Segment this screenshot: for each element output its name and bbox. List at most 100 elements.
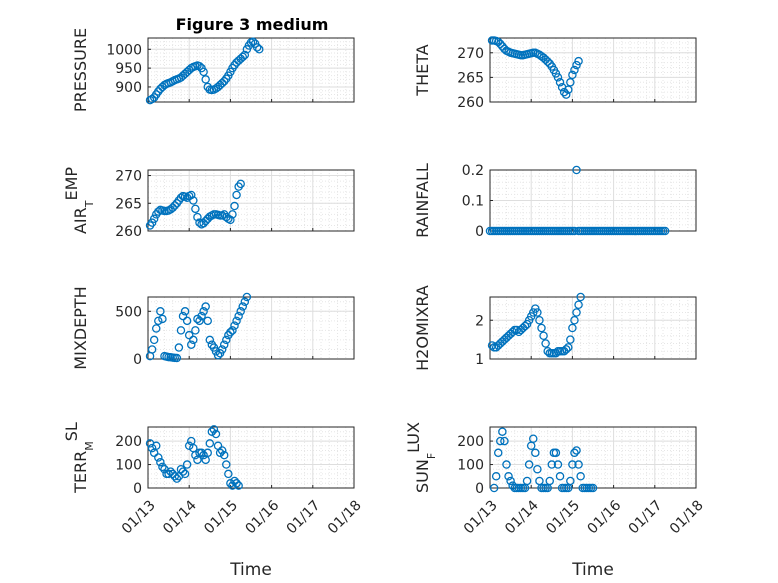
data-point (178, 311, 188, 321)
y-axis-label: PRESSURE (71, 28, 90, 112)
data-point (572, 165, 581, 175)
data-point (230, 201, 239, 211)
data-point (199, 307, 208, 316)
data-point (154, 316, 163, 326)
data-point (508, 327, 517, 337)
data-point (174, 343, 184, 352)
data-point (564, 85, 573, 94)
data-point (539, 331, 548, 340)
data-point (506, 476, 515, 486)
data-point (187, 340, 196, 349)
y-tick-label: 1000 (106, 42, 142, 58)
axes-box (147, 37, 355, 103)
data-point (553, 460, 563, 469)
data-point (182, 316, 192, 326)
data-point (199, 450, 208, 460)
axes-frame (147, 426, 355, 489)
data-point (242, 292, 252, 302)
data-point (504, 472, 513, 481)
y-tick-label: 265 (115, 196, 142, 212)
y-tick-label: 270 (457, 46, 484, 62)
data-point (551, 448, 561, 458)
data-point (568, 70, 577, 80)
data-point (213, 350, 223, 360)
data-point (158, 314, 167, 324)
data-markers (145, 179, 245, 230)
data-point (660, 226, 670, 236)
x-axis-label: Time (571, 560, 614, 580)
data-point (232, 316, 241, 326)
data-point (566, 476, 575, 486)
y-axis-label: MIXDEPTH (71, 286, 90, 369)
data-point (248, 37, 258, 47)
data-point (493, 448, 503, 458)
data-point (170, 201, 180, 210)
data-point (531, 448, 540, 458)
data-point (180, 307, 190, 316)
data-point (184, 330, 194, 340)
data-point (170, 472, 180, 481)
y-axis-label: THETA (413, 44, 432, 96)
data-point (496, 436, 505, 446)
data-point (191, 326, 200, 335)
data-point (205, 439, 215, 448)
data-point (236, 307, 245, 316)
data-point (491, 472, 501, 481)
data-point (234, 481, 243, 490)
data-point (566, 335, 575, 344)
data-point (561, 345, 571, 354)
data-point (487, 341, 497, 350)
data-point (588, 483, 598, 493)
data-point (236, 179, 245, 189)
data-point (545, 476, 554, 486)
data-point (219, 450, 229, 460)
data-point (209, 425, 219, 434)
subplot-rainfall: 0 0.1 0.2 RAINFALL (413, 163, 697, 240)
data-point (254, 45, 264, 54)
data-point (524, 460, 534, 469)
data-point (230, 321, 239, 330)
data-point (502, 460, 511, 469)
y-tick-label: 2 (475, 313, 484, 329)
y-tick-label: 0.2 (462, 163, 484, 179)
data-point (553, 73, 563, 82)
data-point (238, 302, 248, 311)
axes-frame (147, 169, 355, 232)
data-markers (485, 165, 670, 236)
data-point (147, 345, 157, 354)
data-point (224, 469, 233, 479)
data-point (228, 326, 237, 335)
data-point (529, 434, 538, 443)
data-point (232, 479, 241, 488)
axes-frame (147, 37, 355, 103)
data-point (238, 52, 248, 62)
data-point (570, 448, 579, 458)
data-point (222, 460, 231, 469)
data-point (240, 50, 250, 60)
data-point (489, 483, 499, 493)
y-tick-label: 1 (475, 352, 484, 368)
y-tick-label: 265 (457, 70, 484, 86)
minor-grid (148, 297, 354, 360)
data-point (201, 302, 210, 311)
data-point (195, 316, 204, 326)
data-point (172, 474, 182, 483)
data-point (572, 446, 581, 455)
y-tick-label: 260 (115, 224, 142, 240)
data-point (176, 464, 186, 474)
x-axis-label: Time (229, 560, 272, 580)
data-markers (145, 292, 252, 363)
data-point (568, 460, 577, 469)
data-point (149, 214, 159, 224)
data-point (555, 472, 565, 481)
y-tick-label: 0 (475, 481, 484, 497)
data-point (561, 90, 571, 99)
data-point (187, 190, 196, 200)
data-point (217, 345, 227, 354)
data-point (154, 207, 163, 216)
data-point (189, 196, 198, 205)
y-tick-label: 0 (133, 352, 142, 368)
data-point (570, 315, 579, 325)
y-axis-label: H2OMIXRA (413, 285, 432, 371)
